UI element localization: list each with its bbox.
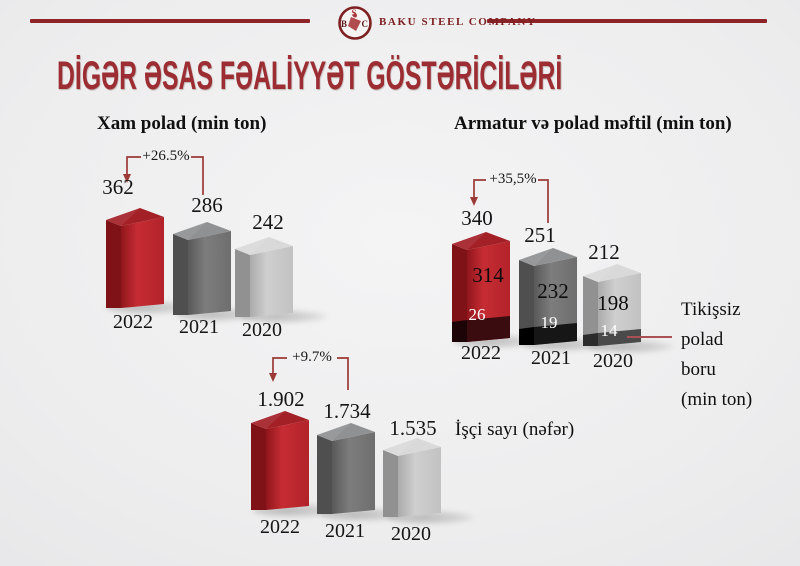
seamless-pipe-label-line: (min ton) — [681, 389, 753, 410]
year-label: 2022 — [461, 342, 501, 364]
total-label: 251 — [524, 223, 556, 247]
growth-label-isci: +9.7% — [292, 349, 332, 365]
bar-xam-2022 — [106, 206, 164, 313]
segment-bottom-label: 19 — [540, 313, 558, 332]
company-name: BAKU STEEL COMPANY — [379, 16, 537, 28]
growth-bracket-xam-polad — [123, 156, 204, 195]
segment-bottom-label: 26 — [468, 305, 486, 324]
seamless-pipe-label: Tikişsiz polad boru (min ton) — [681, 295, 752, 415]
baku-steel-logo: B S C — [338, 6, 372, 40]
year-label: 2020 — [593, 350, 633, 372]
total-label: 212 — [588, 240, 620, 264]
down-arrow-icon — [269, 373, 277, 382]
growth-bracket-armatur — [470, 179, 549, 223]
value-label: 1.902 — [257, 387, 305, 411]
segment-bottom-label: 14 — [600, 321, 618, 340]
down-arrow-icon — [470, 197, 478, 206]
year-label: 2021 — [325, 520, 365, 542]
logo-ladle-icon — [348, 17, 361, 31]
chart-armatur-title: Armatur və polad məftil (min ton) — [454, 113, 732, 134]
page-title: DİGƏR ƏSAS FƏALİYYƏT GÖSTƏRİCİLƏRİ — [57, 54, 749, 98]
seamless-pipe-label-line: polad — [681, 329, 724, 350]
year-label: 2020 — [242, 319, 282, 341]
logo-dot-icon — [353, 13, 357, 18]
bar-armatur-2020 — [583, 262, 641, 351]
growth-label-xam-polad: +26.5% — [142, 148, 190, 164]
seamless-pipe-label-line: boru — [681, 359, 716, 380]
header-rule-right — [487, 19, 767, 23]
segment-main-label: 198 — [597, 291, 629, 315]
bar-isci-2022 — [251, 409, 309, 515]
segment-main-label: 232 — [537, 279, 569, 303]
value-label: 1.535 — [389, 416, 437, 440]
bar-isci-2020 — [383, 436, 441, 522]
total-label: 340 — [461, 206, 493, 230]
value-label: 242 — [252, 210, 284, 234]
bar-isci-2021 — [317, 421, 375, 519]
bar-armatur-2022 — [452, 230, 510, 347]
down-arrow-icon — [123, 174, 131, 183]
year-label: 2021 — [531, 347, 571, 369]
page-title-text: DİGƏR ƏSAS FƏALİYYƏT GÖSTƏRİCİLƏRİ — [57, 54, 563, 99]
connector-line — [627, 336, 672, 338]
year-label: 2022 — [260, 516, 300, 538]
logo-letter-s: S — [352, 8, 357, 18]
value-label: 286 — [191, 193, 223, 217]
logo-letter-b: B — [341, 19, 347, 29]
bar-xam-2021 — [173, 220, 231, 320]
logo-letter-c: C — [362, 19, 369, 29]
segment-main-label: 314 — [472, 263, 504, 287]
year-label: 2022 — [113, 311, 153, 333]
value-label: 362 — [102, 175, 134, 199]
isci-sayi-label: İşçi sayı (nəfər) — [455, 419, 575, 440]
value-label: 1.734 — [323, 399, 371, 423]
growth-label-armatur: +35,5% — [489, 171, 537, 187]
seamless-pipe-label-line: Tikişsiz — [681, 299, 741, 320]
growth-bracket-isci — [269, 357, 349, 390]
bar-armatur-2021 — [519, 246, 577, 350]
bar-xam-2020 — [235, 235, 293, 322]
year-label: 2020 — [391, 523, 431, 545]
year-label: 2021 — [179, 316, 219, 338]
chart-xam-polad-title: Xam polad (min ton) — [97, 113, 267, 134]
header-rule-left — [30, 19, 310, 23]
